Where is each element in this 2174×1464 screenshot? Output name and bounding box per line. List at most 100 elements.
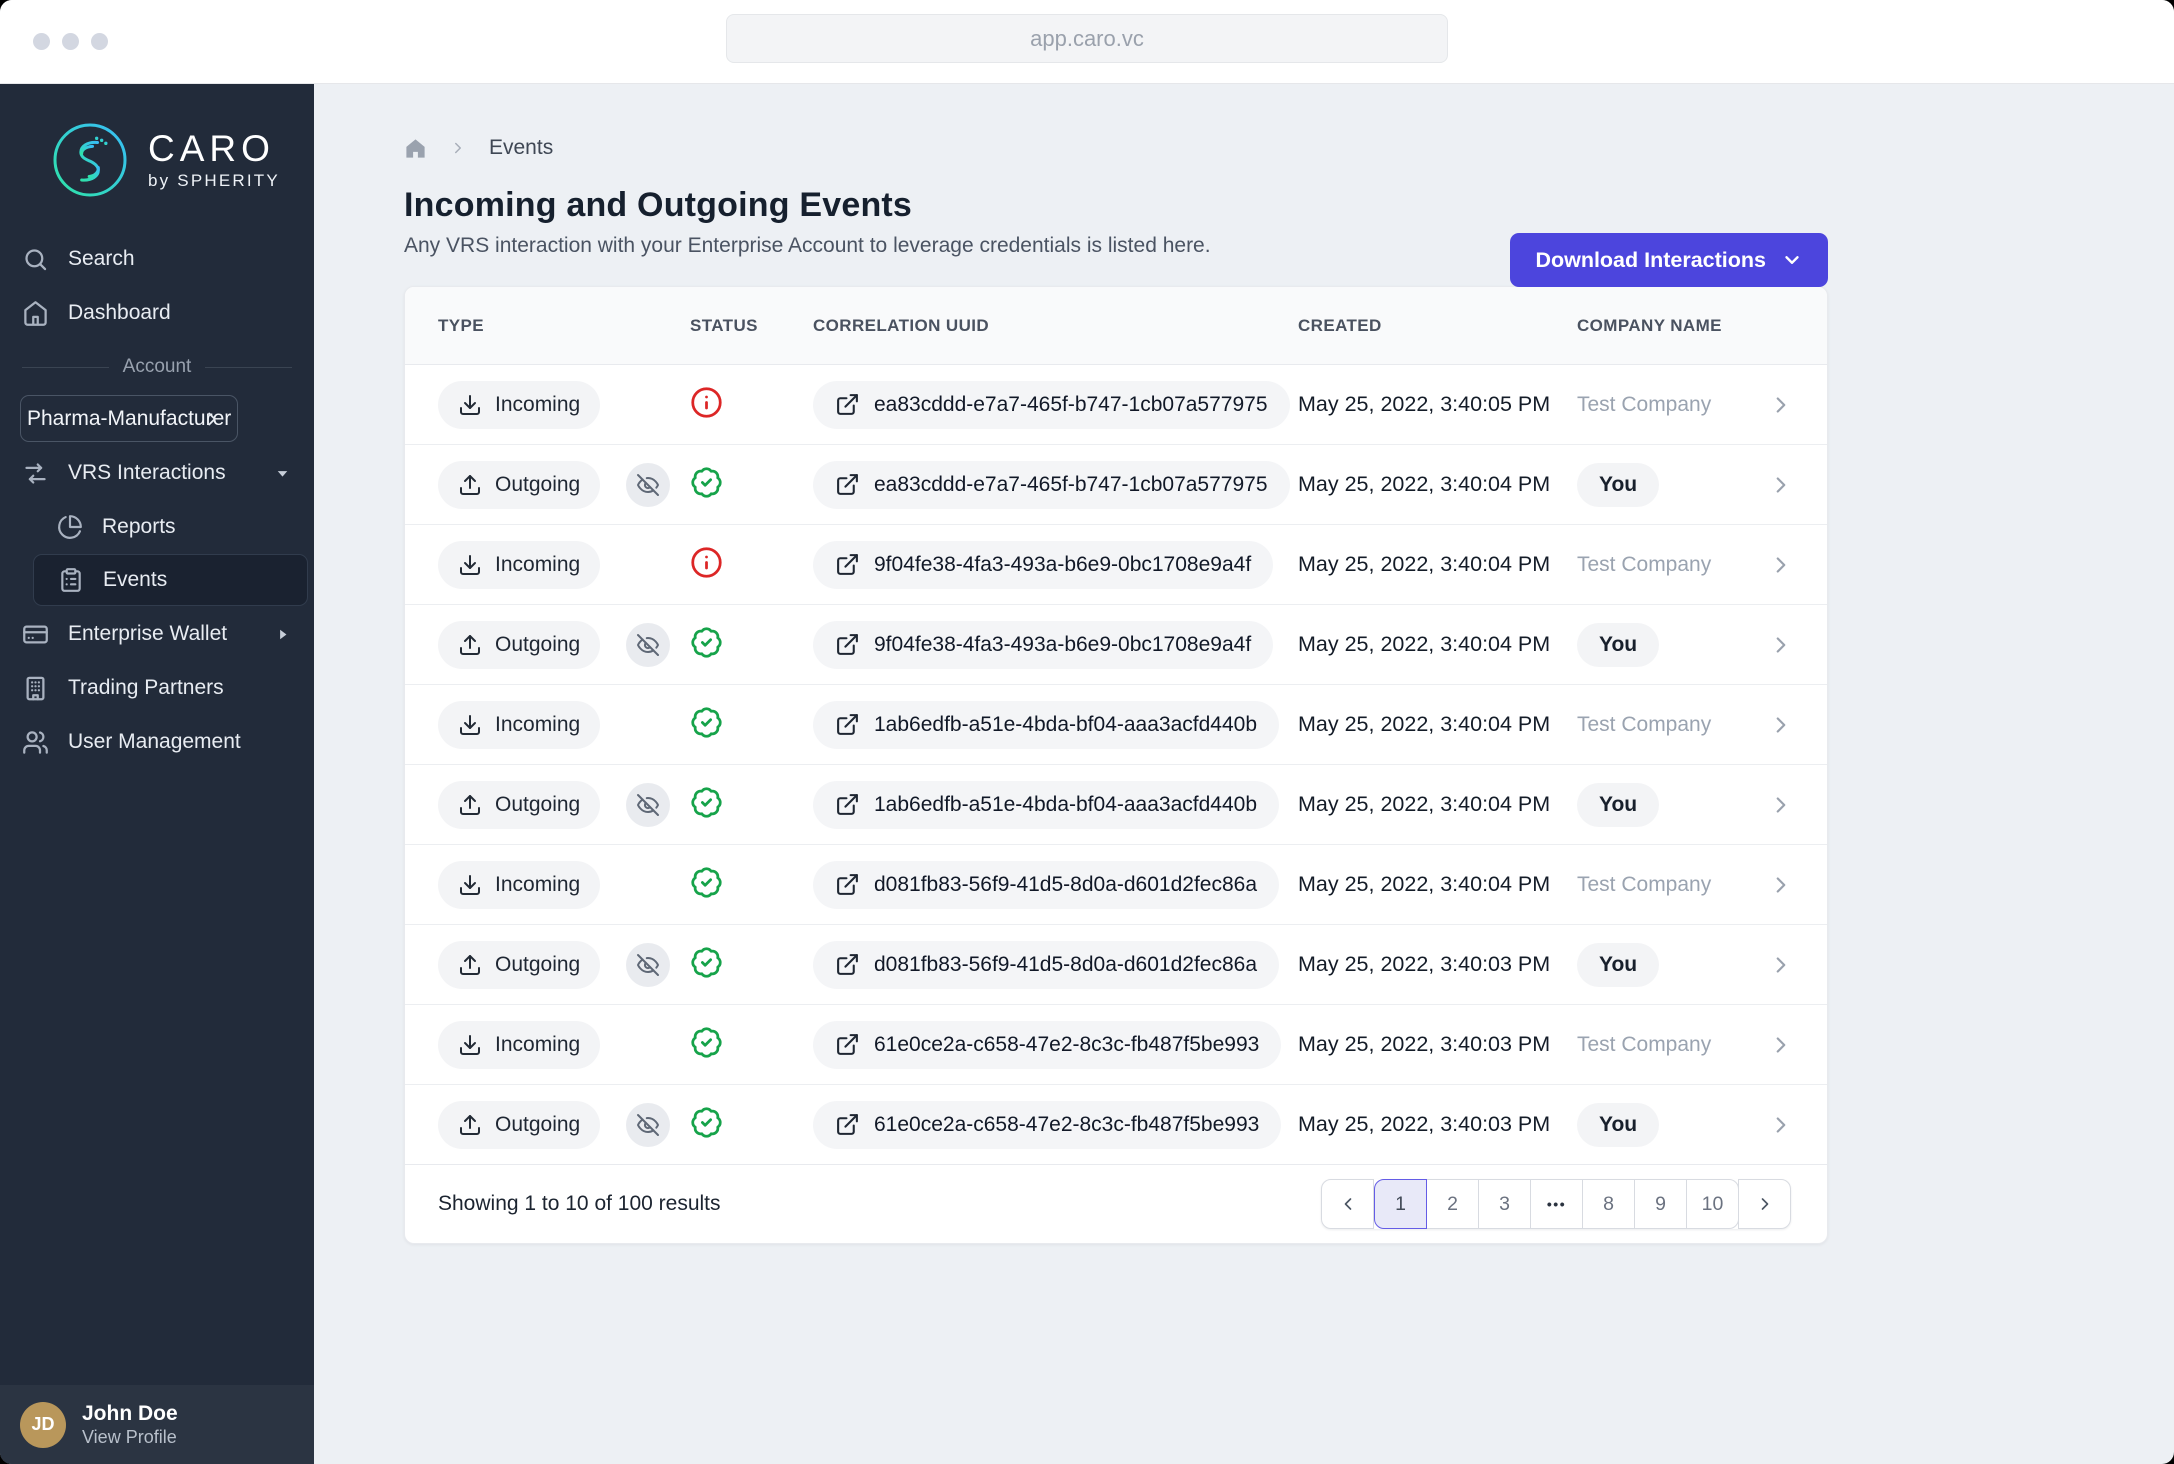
table-row[interactable]: Outgoing 9f04fe38-4fa3-493a-b6e9-0bc1708… (405, 604, 1827, 684)
correlation-uuid-value: d081fb83-56f9-41d5-8d0a-d601d2fec86a (874, 872, 1257, 896)
correlation-uuid-value: 61e0ce2a-c658-47e2-8c3c-fb487f5be993 (874, 1112, 1260, 1136)
created-timestamp: May 25, 2022, 3:40:04 PM (1298, 712, 1551, 736)
row-detail-chevron[interactable] (1768, 632, 1794, 658)
company-name-cell: Test Company (1577, 553, 1745, 577)
table-row[interactable]: Outgoing 61e0ce2a-c658-47e2-8c3c-fb487f5… (405, 1084, 1827, 1164)
row-detail-chevron[interactable] (1768, 552, 1794, 578)
pagination-next-button[interactable] (1738, 1179, 1791, 1229)
row-detail-chevron[interactable] (1768, 472, 1794, 498)
download-interactions-label: Download Interactions (1535, 247, 1766, 272)
table-row[interactable]: Incoming 9f04fe38-4fa3-493a-b6e9-0bc1708… (405, 524, 1827, 604)
row-detail-chevron[interactable] (1768, 1112, 1794, 1138)
row-detail-chevron[interactable] (1768, 712, 1794, 738)
chevron-right-icon (1776, 1036, 1786, 1053)
chevron-right-icon (208, 412, 216, 425)
created-timestamp: May 25, 2022, 3:40:03 PM (1298, 1112, 1551, 1136)
correlation-uuid-chip[interactable]: 61e0ce2a-c658-47e2-8c3c-fb487f5be993 (813, 1100, 1282, 1149)
sidebar-item-vrs-interactions[interactable]: VRS Interactions (0, 446, 314, 500)
created-timestamp: May 25, 2022, 3:40:04 PM (1298, 872, 1551, 896)
profile-name: John Doe (82, 1401, 178, 1425)
company-name-cell: You (1577, 782, 1745, 827)
sidebar-item-enterprise-wallet[interactable]: Enterprise Wallet (0, 607, 314, 661)
chevron-right-icon (1776, 956, 1786, 973)
correlation-uuid-chip[interactable]: ea83cddd-e7a7-465f-b747-1cb07a577975 (813, 460, 1290, 509)
row-detail-chevron[interactable] (1768, 872, 1794, 898)
row-detail-chevron[interactable] (1768, 952, 1794, 978)
eye-off-icon (637, 1113, 660, 1136)
external-link-icon (837, 874, 858, 895)
triangle-down-icon (277, 470, 288, 477)
sidebar-item-label: Events (103, 568, 168, 591)
sidebar-item-reports[interactable]: Reports (33, 501, 308, 553)
external-link-icon (837, 714, 858, 735)
correlation-uuid-chip[interactable]: d081fb83-56f9-41d5-8d0a-d601d2fec86a (813, 940, 1279, 989)
download-interactions-button[interactable]: Download Interactions (1510, 233, 1828, 287)
account-section-label: Account (122, 356, 192, 377)
row-detail-chevron[interactable] (1768, 392, 1794, 418)
status-cell (690, 706, 813, 744)
building-icon (26, 676, 45, 700)
window-control-dot[interactable] (33, 33, 50, 50)
sidebar-item-trading-partners[interactable]: Trading Partners (0, 661, 314, 715)
page-button[interactable]: 9 (1634, 1179, 1687, 1229)
company-name-cell: You (1577, 462, 1745, 507)
window-control-dot[interactable] (62, 33, 79, 50)
sidebar-item-label: Reports (102, 515, 176, 538)
profile-section[interactable]: JD John Doe View Profile (0, 1385, 314, 1464)
sidebar-item-dashboard[interactable]: Dashboard (0, 286, 314, 340)
correlation-uuid-chip[interactable]: 61e0ce2a-c658-47e2-8c3c-fb487f5be993 (813, 1020, 1282, 1069)
event-type-cell: Incoming (438, 1020, 690, 1069)
event-type-badge: Incoming (438, 700, 601, 749)
page-button[interactable]: 3 (1478, 1179, 1531, 1229)
table-row[interactable]: Incoming d081fb83-56f9-41d5-8d0a-d601d2f… (405, 844, 1827, 924)
row-detail-chevron[interactable] (1768, 1032, 1794, 1058)
correlation-uuid-chip[interactable]: 9f04fe38-4fa3-493a-b6e9-0bc1708e9a4f (813, 540, 1274, 589)
table-body: Incoming ea83cddd-e7a7-465f-b747-1cb07a5… (405, 365, 1827, 1164)
results-summary: Showing 1 to 10 of 100 results (438, 1192, 721, 1215)
table-row[interactable]: Incoming ea83cddd-e7a7-465f-b747-1cb07a5… (405, 365, 1827, 444)
table-row[interactable]: Outgoing ea83cddd-e7a7-465f-b747-1cb07a5… (405, 444, 1827, 524)
credit-card-icon (23, 625, 48, 643)
view-profile-link[interactable]: View Profile (82, 1426, 177, 1447)
page-title: Incoming and Outgoing Events (404, 186, 913, 224)
correlation-uuid-chip[interactable]: d081fb83-56f9-41d5-8d0a-d601d2fec86a (813, 860, 1279, 909)
page-button[interactable]: 8 (1582, 1179, 1635, 1229)
correlation-uuid-cell: 61e0ce2a-c658-47e2-8c3c-fb487f5be993 (813, 1100, 1298, 1149)
search-icon (25, 248, 47, 270)
event-type-label: Outgoing (495, 792, 581, 816)
correlation-uuid-chip[interactable]: 1ab6edfb-a51e-4bda-bf04-aaa3acfd440b (813, 780, 1279, 829)
correlation-uuid-chip[interactable]: 9f04fe38-4fa3-493a-b6e9-0bc1708e9a4f (813, 620, 1274, 669)
correlation-uuid-cell: d081fb83-56f9-41d5-8d0a-d601d2fec86a (813, 940, 1298, 989)
table-row[interactable]: Outgoing d081fb83-56f9-41d5-8d0a-d601d2f… (405, 924, 1827, 1004)
company-name-text: Test Company (1577, 392, 1712, 416)
pagination-prev-button[interactable] (1321, 1179, 1374, 1229)
page-button-active[interactable]: 1 (1374, 1179, 1427, 1229)
address-bar[interactable]: app.caro.vc (726, 14, 1448, 63)
window-control-dot[interactable] (91, 33, 108, 50)
table-row[interactable]: Incoming 61e0ce2a-c658-47e2-8c3c-fb487f5… (405, 1004, 1827, 1084)
correlation-uuid-value: 9f04fe38-4fa3-493a-b6e9-0bc1708e9a4f (874, 552, 1252, 576)
company-you-badge: You (1577, 1102, 1660, 1147)
row-detail-chevron[interactable] (1768, 792, 1794, 818)
company-name-text: Test Company (1577, 712, 1712, 736)
sidebar-item-search[interactable]: Search (0, 232, 314, 286)
page-button[interactable]: 2 (1426, 1179, 1479, 1229)
exchange-arrows-icon (25, 462, 46, 484)
correlation-uuid-chip[interactable]: ea83cddd-e7a7-465f-b747-1cb07a577975 (813, 380, 1290, 429)
page-button[interactable]: 10 (1686, 1179, 1739, 1229)
app-logo: CARO by SPHERITY (50, 120, 314, 200)
status-cell (690, 546, 813, 584)
account-switcher-button[interactable]: Pharma-Manufacturer (20, 395, 239, 442)
correlation-uuid-chip[interactable]: 1ab6edfb-a51e-4bda-bf04-aaa3acfd440b (813, 700, 1279, 749)
error-status-icon (691, 386, 722, 418)
eye-off-icon (637, 473, 660, 496)
eye-off-icon (637, 793, 660, 816)
eye-off-icon (637, 953, 660, 976)
table-row[interactable]: Incoming 1ab6edfb-a51e-4bda-bf04-aaa3acf… (405, 684, 1827, 764)
correlation-uuid-cell: ea83cddd-e7a7-465f-b747-1cb07a577975 (813, 460, 1298, 509)
triangle-right-icon (280, 629, 287, 639)
sidebar-item-user-management[interactable]: User Management (0, 715, 314, 769)
table-row[interactable]: Outgoing 1ab6edfb-a51e-4bda-bf04-aaa3acf… (405, 764, 1827, 844)
home-breadcrumb-icon[interactable] (404, 137, 427, 160)
sidebar-item-events[interactable]: Events (33, 554, 308, 606)
